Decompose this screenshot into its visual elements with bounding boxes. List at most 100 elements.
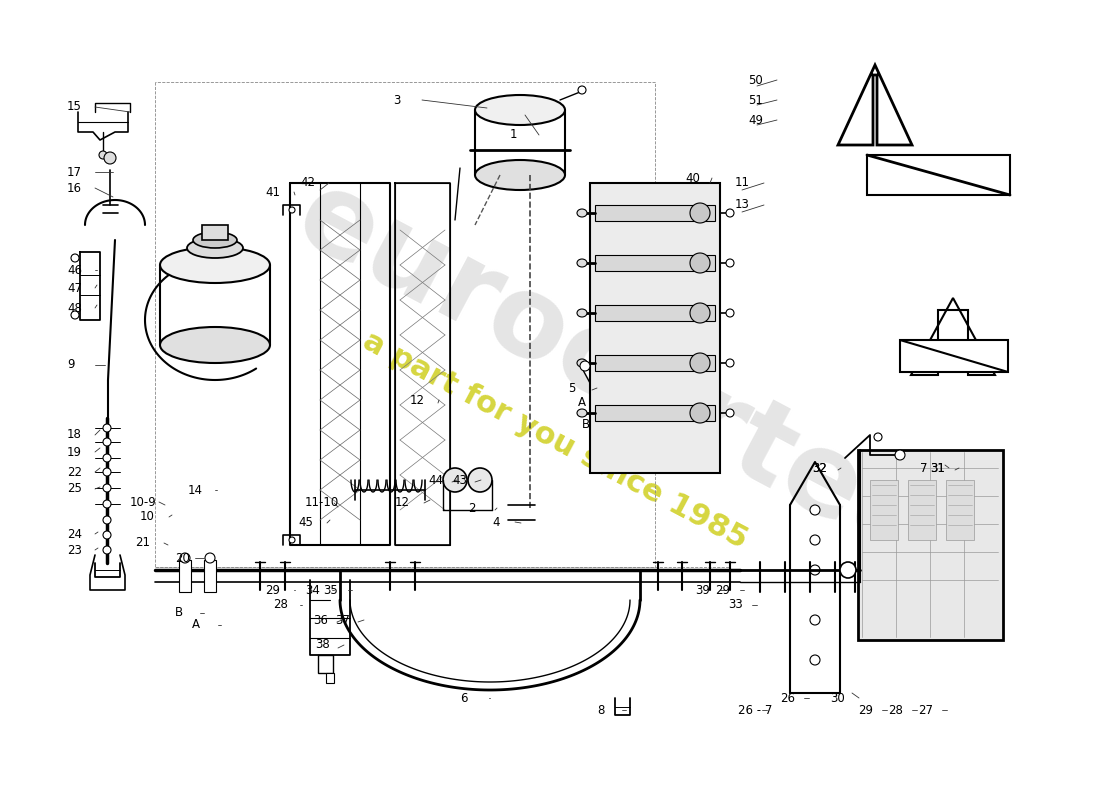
Circle shape [103,484,111,492]
Circle shape [72,254,79,262]
Ellipse shape [160,327,270,363]
Circle shape [690,403,710,423]
Bar [595,205,715,221]
Text: A: A [192,618,200,631]
Text: 27: 27 [918,703,933,717]
Circle shape [726,209,734,217]
Text: 35: 35 [323,583,338,597]
Circle shape [726,409,734,417]
Text: 16: 16 [67,182,82,194]
Text: 39: 39 [695,583,710,597]
Ellipse shape [192,232,236,248]
Text: 28: 28 [888,703,903,717]
Text: 17: 17 [67,166,82,178]
Text: 28: 28 [273,598,288,611]
Ellipse shape [578,209,587,217]
Text: 3: 3 [393,94,400,106]
Text: 1: 1 [510,129,517,142]
Text: 33: 33 [728,598,743,611]
Circle shape [726,359,734,367]
Text: 34: 34 [305,583,320,597]
Circle shape [874,433,882,441]
Text: 32: 32 [812,462,827,474]
Bar [395,183,450,545]
Text: a part for you since 1985: a part for you since 1985 [358,326,752,554]
Circle shape [103,531,111,539]
Text: 37: 37 [336,614,350,626]
Text: 9: 9 [67,358,75,371]
Polygon shape [911,298,996,375]
Circle shape [468,468,492,492]
Circle shape [103,424,111,432]
Text: 6: 6 [460,691,467,705]
Text: 41: 41 [265,186,280,198]
Text: 11: 11 [735,177,750,190]
Text: 46: 46 [67,263,82,277]
Bar [595,405,715,421]
Circle shape [580,361,590,371]
Ellipse shape [475,160,565,190]
Ellipse shape [475,95,565,125]
Circle shape [289,537,295,543]
Circle shape [726,259,734,267]
Circle shape [103,454,111,462]
Circle shape [690,203,710,223]
Bar [595,305,715,321]
Text: 29: 29 [265,583,280,597]
Circle shape [895,450,905,460]
Text: B: B [582,418,590,431]
Text: 14: 14 [188,483,204,497]
Text: 26 - 7: 26 - 7 [738,703,772,717]
Circle shape [103,500,111,508]
Text: 43: 43 [452,474,466,486]
Text: 29: 29 [858,703,873,717]
Circle shape [180,553,190,563]
Circle shape [810,535,820,545]
Text: 48: 48 [67,302,81,314]
Text: 30: 30 [830,691,845,705]
Bar [204,560,216,592]
Text: 31: 31 [930,462,945,474]
Ellipse shape [160,247,270,283]
Ellipse shape [578,259,587,267]
Circle shape [103,468,111,476]
Ellipse shape [578,309,587,317]
Text: 12: 12 [410,394,425,406]
Text: 25: 25 [67,482,81,495]
Text: 44: 44 [428,474,443,486]
Text: 32: 32 [812,462,827,474]
Text: 42: 42 [300,177,315,190]
Circle shape [443,468,468,492]
Text: 45: 45 [298,517,312,530]
Text: 26: 26 [780,691,795,705]
Ellipse shape [578,409,587,417]
Bar [595,355,715,371]
Text: 5: 5 [568,382,575,394]
Text: 36: 36 [314,614,328,626]
Circle shape [103,438,111,446]
Circle shape [578,86,586,94]
Bar [908,480,936,540]
Text: 11-10: 11-10 [305,497,339,510]
Text: 13: 13 [735,198,750,211]
Text: 29: 29 [715,583,730,597]
Bar [202,225,228,240]
Bar [900,340,1008,372]
Text: 15: 15 [67,101,81,114]
Text: B: B [175,606,183,619]
Text: 18: 18 [67,429,81,442]
Text: 19: 19 [67,446,82,458]
Circle shape [104,152,116,164]
Circle shape [810,655,820,665]
Ellipse shape [187,238,243,258]
Text: 31: 31 [930,462,945,474]
Circle shape [289,207,295,213]
Circle shape [840,562,856,578]
Circle shape [810,505,820,515]
Text: 10: 10 [140,510,155,523]
Circle shape [99,151,107,159]
Circle shape [726,309,734,317]
Circle shape [205,553,214,563]
Circle shape [690,303,710,323]
Text: 21: 21 [135,537,150,550]
